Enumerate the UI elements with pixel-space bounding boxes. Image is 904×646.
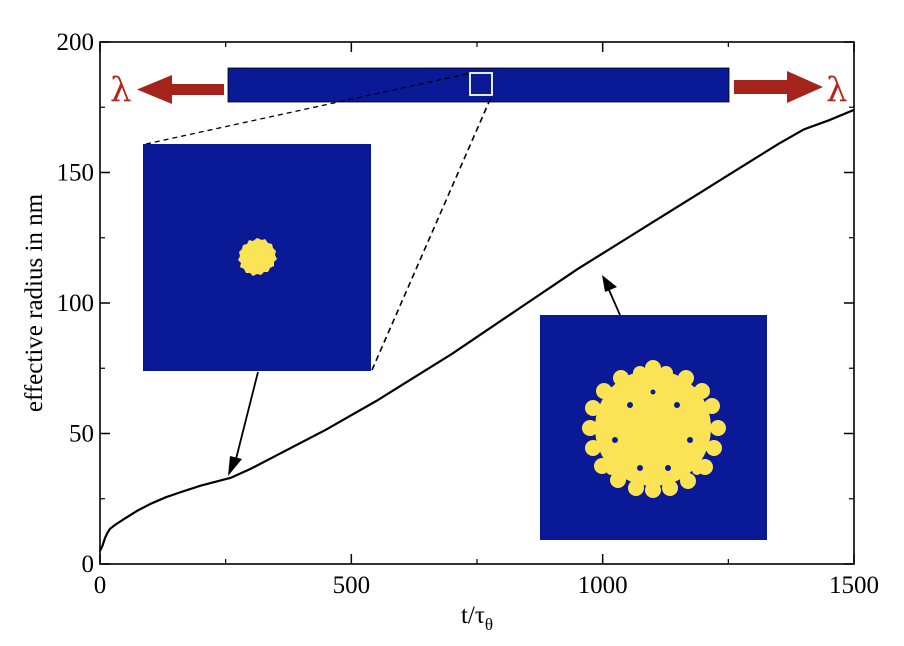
radius-series-line [99,108,855,552]
y-tick-label: 150 [57,160,95,187]
y-tick-label: 200 [57,29,95,56]
lambda-right-label: λ [826,70,848,110]
strip-zoom-box [469,72,493,96]
x-tick-label: 0 [94,572,107,599]
x-axis-label: t/τθ [461,602,493,634]
x-tick-label: 1000 [578,572,628,599]
zoom-line-top [145,72,472,145]
y-axis-label: effective radius in nm [21,193,48,412]
y-tick-label: 50 [69,421,94,448]
x-axis-label-subscript: θ [485,615,493,634]
zoom-line-bottom [371,94,493,371]
inset-small-particle [143,144,371,371]
axis-ticks [99,41,855,565]
strain-arrow-right [734,71,823,103]
pointer-arrow-small-line [235,371,259,460]
strain-arrow-left [137,75,224,104]
large-particle [582,360,726,498]
y-tick-label: 0 [82,551,95,578]
x-tick-label: 500 [333,572,371,599]
inset-large-particle [540,315,767,540]
y-tick-label: 100 [57,290,95,317]
lambda-left-label: λ [110,70,132,110]
small-particle [238,238,277,276]
tick-labels: 0 500 1000 1500 0 50 100 150 200 [57,29,880,599]
x-tick-label: 1500 [829,572,879,599]
pointer-arrow-small-head [228,456,242,476]
pointer-arrow-large-line [608,289,621,316]
pointer-arrow-large-head [602,275,617,292]
